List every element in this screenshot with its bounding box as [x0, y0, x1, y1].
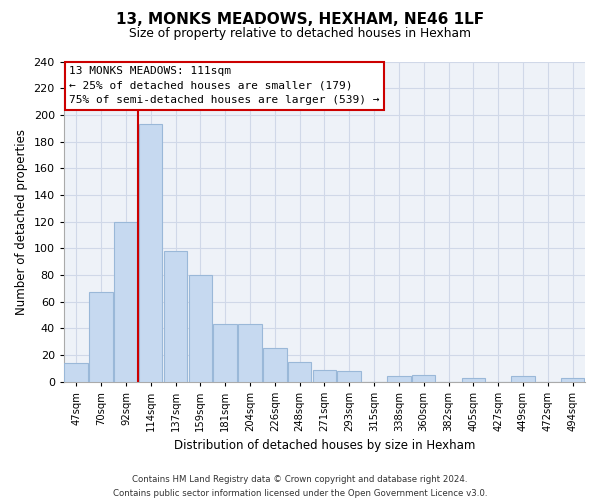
Bar — [412, 375, 436, 382]
Bar — [89, 292, 113, 382]
Bar — [511, 376, 535, 382]
Bar — [238, 324, 262, 382]
Bar — [561, 378, 584, 382]
Y-axis label: Number of detached properties: Number of detached properties — [15, 128, 28, 314]
Bar — [114, 222, 137, 382]
Bar — [188, 275, 212, 382]
Bar — [164, 251, 187, 382]
X-axis label: Distribution of detached houses by size in Hexham: Distribution of detached houses by size … — [174, 440, 475, 452]
Text: 13, MONKS MEADOWS, HEXHAM, NE46 1LF: 13, MONKS MEADOWS, HEXHAM, NE46 1LF — [116, 12, 484, 28]
Bar — [214, 324, 237, 382]
Text: 13 MONKS MEADOWS: 111sqm
← 25% of detached houses are smaller (179)
75% of semi-: 13 MONKS MEADOWS: 111sqm ← 25% of detach… — [69, 66, 380, 105]
Bar — [337, 371, 361, 382]
Bar — [139, 124, 163, 382]
Bar — [263, 348, 287, 382]
Bar — [461, 378, 485, 382]
Bar — [288, 362, 311, 382]
Bar — [313, 370, 336, 382]
Text: Size of property relative to detached houses in Hexham: Size of property relative to detached ho… — [129, 28, 471, 40]
Bar — [64, 363, 88, 382]
Bar — [387, 376, 410, 382]
Text: Contains HM Land Registry data © Crown copyright and database right 2024.
Contai: Contains HM Land Registry data © Crown c… — [113, 476, 487, 498]
